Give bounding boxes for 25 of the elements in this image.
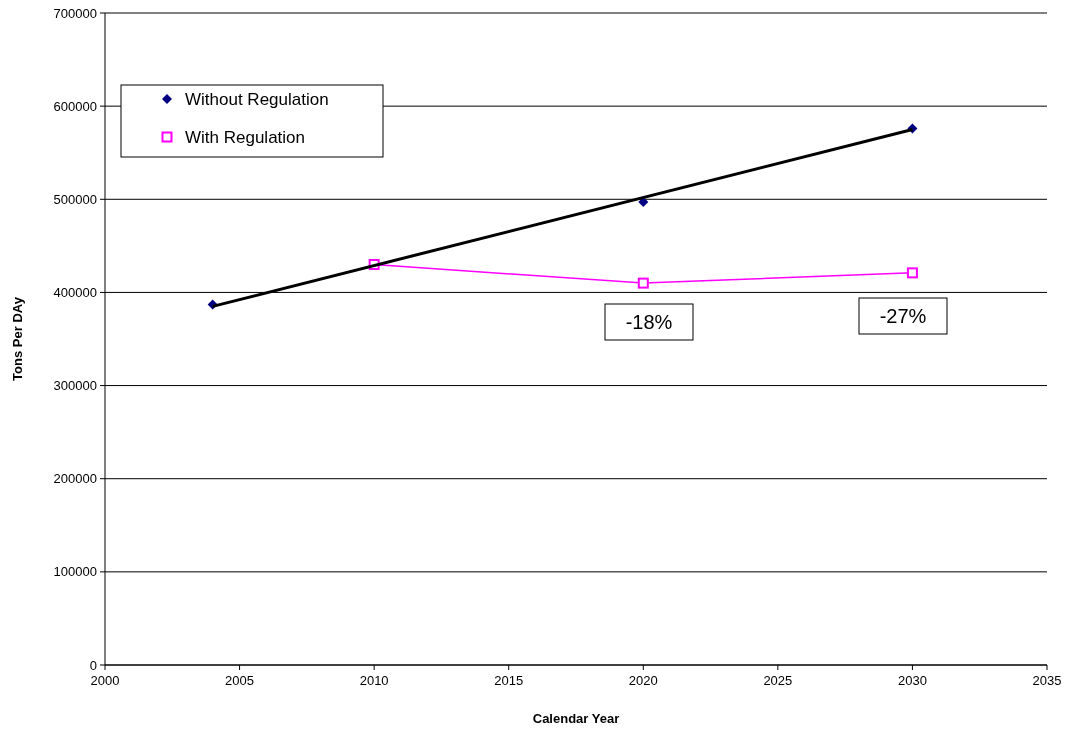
y-tick-label: 700000 bbox=[53, 5, 97, 21]
point bbox=[638, 197, 649, 208]
y-tick-label: 500000 bbox=[53, 191, 97, 207]
y-axis-title: Tons Per DAy bbox=[10, 296, 25, 381]
x-tick-label: 2025 bbox=[763, 673, 793, 688]
y-tick-label: 0 bbox=[89, 657, 97, 673]
x-tick-label: 2000 bbox=[90, 673, 120, 688]
point bbox=[906, 267, 918, 279]
y-tick-label: 300000 bbox=[53, 378, 97, 394]
x-tick-label: 2035 bbox=[1032, 673, 1062, 688]
x-tick-label: 2020 bbox=[628, 673, 658, 688]
x-tick-label: 2015 bbox=[494, 673, 524, 688]
annotation: -18% bbox=[625, 311, 673, 333]
x-tick-label: 2030 bbox=[897, 673, 927, 688]
y-tick-label: 400000 bbox=[53, 284, 97, 300]
x-tick-label: 2005 bbox=[225, 673, 255, 688]
y-tick-label: 600000 bbox=[53, 98, 97, 114]
legend-label: Without Regulation bbox=[185, 89, 329, 109]
x-tick-label: 2010 bbox=[359, 673, 389, 688]
legend-label: With Regulation bbox=[185, 127, 306, 147]
x-axis-title: Calendar Year bbox=[532, 711, 620, 726]
y-tick-label: 100000 bbox=[53, 564, 97, 580]
y-tick-label: 200000 bbox=[53, 471, 97, 487]
annotation: -27% bbox=[879, 305, 927, 327]
point bbox=[637, 277, 649, 289]
